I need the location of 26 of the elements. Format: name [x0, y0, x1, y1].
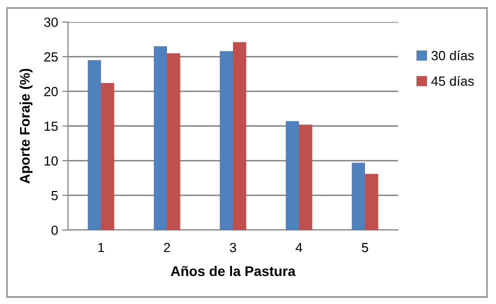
bar: [299, 124, 312, 230]
bar: [154, 46, 167, 230]
y-tick-label: 25: [44, 52, 58, 62]
x-tick-label: 3: [230, 242, 236, 252]
bar: [220, 51, 233, 230]
legend-label: 45 días: [431, 76, 474, 86]
y-tick-label: 30: [44, 18, 58, 27]
y-axis-title: Aporte Foraje (%): [20, 68, 32, 184]
y-tick-label: 0: [51, 226, 58, 235]
legend-label: 30 días: [431, 50, 474, 60]
y-tick-label: 10: [44, 156, 58, 166]
bar: [88, 60, 101, 230]
bar: [286, 121, 299, 230]
x-tick-label: 4: [296, 242, 302, 252]
x-axis-title: Años de la Pastura: [170, 266, 296, 276]
bar: [352, 162, 365, 230]
bar: [233, 42, 246, 230]
y-tick-label: 15: [44, 122, 58, 131]
y-tick-label: 5: [51, 191, 58, 200]
x-tick-label: 2: [164, 242, 170, 252]
bar: [365, 174, 378, 230]
x-tick-label: 5: [362, 242, 368, 252]
y-tick-label: 20: [44, 86, 58, 96]
x-tick-label: 1: [98, 242, 104, 252]
bar: [101, 83, 114, 230]
bar: [167, 53, 180, 230]
